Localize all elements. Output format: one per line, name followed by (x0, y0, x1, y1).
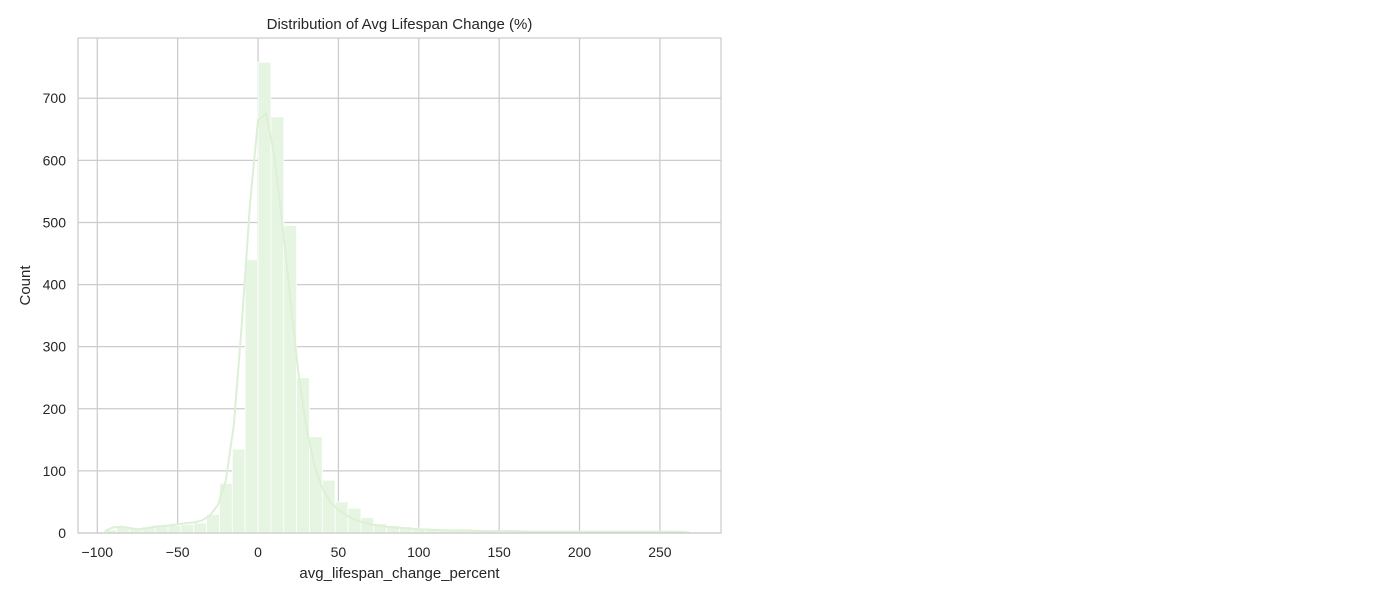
kde-curve (104, 111, 689, 534)
histogram-bar (219, 482, 233, 534)
histogram-bar (334, 501, 349, 534)
x-tick-label: −100 (82, 544, 114, 560)
y-tick-label: 500 (43, 214, 67, 230)
y-axis-label: Count (17, 265, 34, 306)
histogram-bars (103, 61, 683, 534)
grid-lines (78, 38, 721, 534)
histogram-bar (231, 448, 246, 534)
y-tick-label: 600 (43, 152, 67, 168)
x-tick-label: 50 (331, 544, 347, 560)
x-tick-label: 150 (487, 544, 511, 560)
x-tick-label: 100 (407, 544, 431, 560)
chart-title: Distribution of Avg Lifespan Change (%) (267, 16, 533, 33)
histogram-bar (193, 522, 208, 534)
histogram-bar (180, 523, 195, 534)
x-axis-label: avg_lifespan_change_percent (299, 565, 500, 582)
y-tick-label: 700 (43, 90, 67, 106)
histogram-bar (167, 525, 182, 534)
x-tick-label: 0 (254, 544, 262, 560)
histogram-bar (244, 259, 259, 534)
x-tick-label: −50 (166, 544, 190, 560)
histogram-bar (283, 225, 298, 534)
plot-frame (77, 37, 722, 534)
x-tick-label: 200 (568, 544, 592, 560)
x-tick-label: 250 (648, 544, 672, 560)
y-tick-label: 0 (58, 525, 66, 541)
histogram-bar (321, 479, 336, 534)
y-tick-label: 200 (43, 401, 67, 417)
x-axis-ticks: −100 −50 0 50 100 150 200 250 (82, 544, 672, 560)
y-tick-label: 300 (43, 339, 67, 355)
y-tick-label: 400 (43, 277, 67, 293)
plot-background (78, 38, 721, 533)
y-tick-label: 100 (43, 463, 67, 479)
y-axis-ticks: 0 100 200 300 400 500 600 700 (43, 90, 67, 541)
